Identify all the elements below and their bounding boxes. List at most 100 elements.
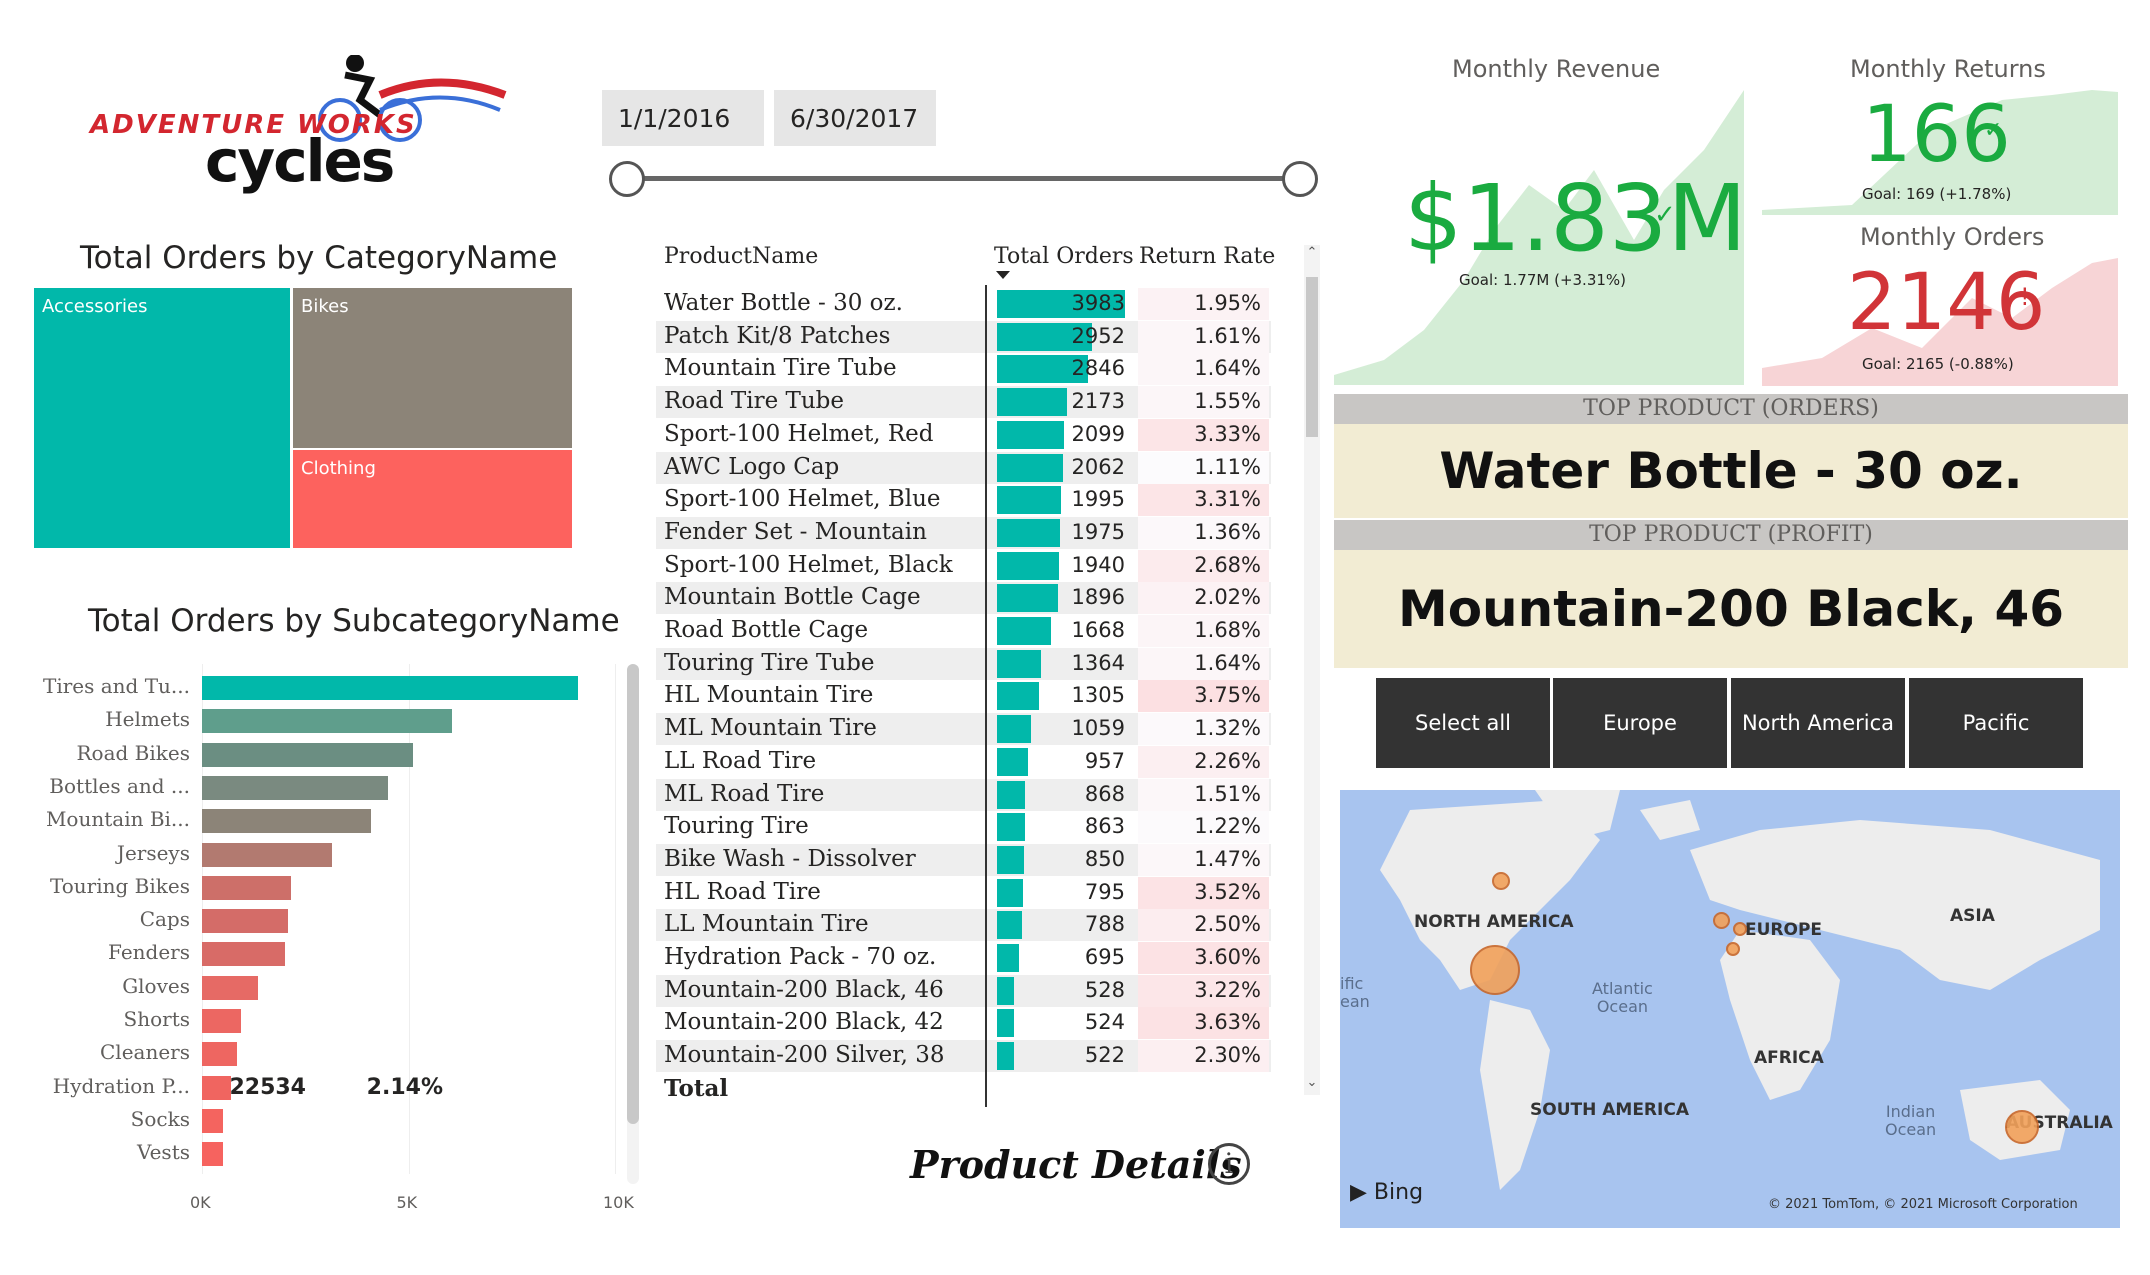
table-row[interactable]: ML Road Tire 868 1.51% [656,778,1271,811]
kpi-monthly-revenue[interactable]: Monthly Revenue $1.83M ✓ Goal: 1.77M (+3… [1334,40,1747,385]
column-header-total-orders[interactable]: Total Orders [994,244,1134,269]
region-button-pacific[interactable]: Pacific [1909,678,2083,768]
top-product-orders-header: TOP PRODUCT (ORDERS) [1334,394,2128,424]
product-details-label: Product Details [910,1142,1242,1187]
bar[interactable] [202,775,388,800]
date-slider-track[interactable] [628,176,1300,181]
map-bubble-uk[interactable] [1713,912,1730,929]
table-row[interactable]: Mountain Bottle Cage 1896 2.02% [656,582,1271,615]
total-orders-cell: 1896 [1071,585,1125,610]
table-row[interactable]: Fender Set - Mountain 1975 1.36% [656,516,1271,549]
bar[interactable] [202,676,578,700]
bar[interactable] [202,942,285,967]
bar[interactable] [202,1009,242,1033]
product-name-cell: Hydration Pack - 70 oz. [664,944,937,970]
table-row[interactable]: Sport-100 Helmet, Black 1940 2.68% [656,549,1271,582]
world-map[interactable]: NORTH AMERICA EUROPE ASIA AFRICA SOUTH A… [1340,790,2120,1228]
bar[interactable] [202,1142,223,1167]
date-slider-end-handle[interactable] [1282,161,1318,197]
bar[interactable] [202,709,452,734]
map-bubble-france[interactable] [1726,942,1740,956]
bar[interactable] [202,875,291,900]
table-row[interactable]: ML Mountain Tire 1059 1.32% [656,713,1271,746]
map-bubble-australia[interactable] [2005,1110,2039,1144]
end-date-input[interactable]: 6/30/2017 [774,90,936,146]
bar[interactable] [202,1075,231,1100]
table-row[interactable]: Road Tire Tube 2173 1.55% [656,386,1271,419]
bar[interactable] [202,909,288,934]
return-rate-cell: 3.52% [1138,876,1269,909]
scroll-down-icon[interactable]: ⌄ [1306,1075,1318,1090]
treemap-cell-bikes[interactable]: Bikes [293,288,572,448]
table-row[interactable]: Touring Tire Tube 1364 1.64% [656,647,1271,680]
map-label-europe: EUROPE [1745,920,1823,940]
map-label-south-america: SOUTH AMERICA [1530,1100,1689,1120]
total-orders-cell: 795 [1084,879,1125,904]
region-button-select-all[interactable]: Select all [1376,678,1550,768]
table-row[interactable]: Hydration Pack - 70 oz. 695 3.60% [656,942,1271,974]
table-row[interactable]: HL Road Tire 795 3.52% [656,876,1271,909]
table-row[interactable]: Bike Wash - Dissolver 850 1.47% [656,843,1271,876]
column-header-productname[interactable]: ProductName [664,244,819,269]
table-row[interactable]: Mountain-200 Black, 42 524 3.63% [656,1007,1271,1040]
orders-data-bar [997,780,1025,809]
product-name-cell: Mountain-200 Silver, 38 [664,1042,945,1069]
table-row[interactable]: Sport-100 Helmet, Blue 1995 3.31% [656,484,1271,517]
table-row[interactable]: Patch Kit/8 Patches 2952 1.61% [656,320,1271,353]
kpi-monthly-orders[interactable]: Monthly Orders 2146 ! Goal: 2165 (-0.88%… [1762,218,2118,386]
product-name-cell: Touring Tire [664,813,809,840]
map-bubble-canada[interactable] [1492,872,1510,890]
map-bubble-north-america-large[interactable] [1470,945,1520,995]
map-label-north-america: NORTH AMERICA [1414,912,1574,932]
return-rate-cell: 1.47% [1138,843,1269,876]
bar[interactable] [202,742,413,767]
kpi-monthly-returns[interactable]: Monthly Returns 166 ✓ Goal: 169 (+1.78%) [1762,40,2118,215]
map-bubble-germany[interactable] [1733,922,1747,936]
subcategory-scrollbar[interactable] [627,664,639,1184]
table-row[interactable]: Mountain-200 Black, 46 528 3.22% [656,974,1271,1007]
total-orders-cell: 1995 [1071,487,1125,512]
bar[interactable] [202,1042,238,1067]
bar[interactable] [202,809,372,834]
bar-category-label: Bottles and ... [49,773,190,798]
return-rate-cell: 1.55% [1138,386,1269,419]
total-orders-cell: 868 [1084,781,1125,806]
treemap-cell-clothing[interactable]: Clothing [293,450,572,548]
date-slider-start-handle[interactable] [609,161,645,197]
table-row[interactable]: AWC Logo Cap 2062 1.11% [656,451,1271,484]
bar-category-label: Vests [136,1140,190,1165]
return-rate-value: 1.22% [1194,814,1261,839]
subcategory-scrollbar-thumb[interactable] [627,664,639,1124]
orders-data-bar [997,486,1062,515]
bar-category-label: Mountain Bi... [45,807,190,832]
return-rate-value: 2.68% [1194,552,1261,577]
return-rate-cell: 1.11% [1138,451,1269,484]
table-scrollbar-thumb[interactable] [1306,277,1318,437]
table-row[interactable]: Mountain Tire Tube 2846 1.64% [656,353,1271,386]
bar[interactable] [202,842,333,867]
treemap-cell-accessories[interactable]: Accessories [34,288,290,548]
table-row[interactable]: Sport-100 Helmet, Red 2099 3.33% [656,418,1271,451]
table-scrollbar[interactable]: ⌃ ⌄ [1304,245,1320,1095]
logo-text-adventure-works: ADVENTURE WORKS [90,110,417,140]
map-label-africa: AFRICA [1754,1048,1824,1068]
bar[interactable] [202,1108,224,1133]
info-icon[interactable]: i [1208,1143,1250,1185]
table-row[interactable]: Mountain-200 Silver, 38 522 2.30% [656,1040,1271,1073]
table-row[interactable]: LL Mountain Tire 788 2.50% [656,909,1271,942]
bar[interactable] [202,975,258,1000]
table-row[interactable]: Touring Tire 863 1.22% [656,811,1271,844]
return-rate-value: 3.31% [1194,487,1261,512]
table-row[interactable]: LL Road Tire 957 2.26% [656,745,1271,778]
start-date-input[interactable]: 1/1/2016 [602,90,764,146]
table-row[interactable]: HL Mountain Tire 1305 3.75% [656,680,1271,713]
table-row[interactable]: Road Bottle Cage 1668 1.68% [656,615,1271,647]
table-row[interactable]: Water Bottle - 30 oz. 3983 1.95% [656,288,1271,320]
total-orders-cell: 1364 [1071,650,1125,675]
region-button-north-america[interactable]: North America [1731,678,1905,768]
return-rate-value: 1.55% [1194,389,1261,414]
region-button-europe[interactable]: Europe [1553,678,1727,768]
column-header-return-rate[interactable]: Return Rate [1139,244,1276,269]
return-rate-value: 1.32% [1194,716,1261,741]
scroll-up-icon[interactable]: ⌃ [1306,245,1318,260]
